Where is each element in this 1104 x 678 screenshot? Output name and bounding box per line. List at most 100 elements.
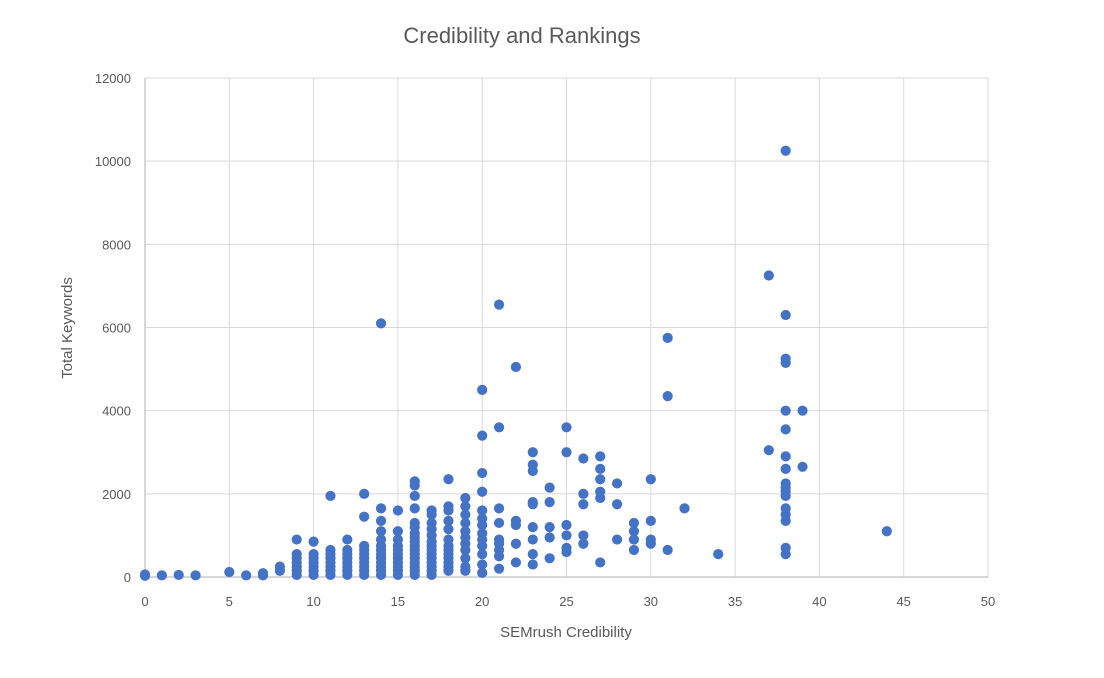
- scatter-point: [561, 530, 572, 541]
- scatter-point: [595, 451, 606, 462]
- scatter-point: [611, 534, 623, 545]
- scatter-point: [443, 534, 454, 545]
- scatter-point: [359, 511, 370, 522]
- scatter-point: [578, 488, 589, 499]
- scatter-point: [527, 522, 538, 533]
- scatter-point: [460, 509, 471, 520]
- scatter-point: [139, 569, 151, 580]
- scatter-point: [342, 534, 353, 545]
- scatter-point: [156, 570, 167, 581]
- scatter-point: [527, 497, 538, 508]
- scatter-point: [493, 422, 505, 433]
- data-points: [139, 145, 892, 581]
- x-tick-label: 50: [981, 594, 995, 609]
- scatter-point: [628, 534, 640, 545]
- scatter-point: [409, 490, 420, 502]
- scatter-point: [493, 563, 505, 574]
- scatter-point: [780, 451, 791, 462]
- scatter-point: [510, 515, 522, 526]
- scatter-point: [797, 461, 808, 472]
- scatter-point: [477, 505, 488, 516]
- y-tick-label: 8000: [102, 237, 131, 252]
- scatter-point: [190, 570, 201, 581]
- x-tick-label: 30: [644, 594, 658, 609]
- scatter-point: [544, 532, 555, 543]
- scatter-point: [375, 318, 387, 329]
- scatter-point: [713, 549, 724, 560]
- scatter-point: [375, 515, 387, 526]
- x-axis-title: SEMrush Credibility: [500, 624, 632, 641]
- scatter-point: [763, 445, 774, 456]
- scatter-point: [561, 542, 572, 553]
- scatter-point: [493, 299, 505, 310]
- scatter-point: [595, 474, 606, 485]
- scatter-point: [578, 538, 589, 549]
- scatter-point: [780, 309, 791, 321]
- scatter-point: [443, 501, 454, 512]
- scatter-point: [527, 447, 538, 458]
- scatter-point: [460, 501, 471, 512]
- scatter-point: [493, 517, 505, 529]
- scatter-point: [780, 405, 791, 416]
- y-tick-label: 10000: [95, 154, 131, 169]
- scatter-point: [257, 568, 269, 579]
- scatter-point: [409, 503, 420, 514]
- scatter-point: [544, 497, 555, 508]
- scatter-point: [460, 553, 471, 564]
- scatter-point: [595, 557, 606, 568]
- scatter-point: [662, 391, 673, 402]
- scatter-point: [359, 488, 370, 499]
- scatter-point: [392, 526, 403, 537]
- scatter-point: [325, 544, 336, 556]
- scatter-point: [477, 513, 488, 524]
- scatter-point: [510, 538, 522, 549]
- scatter-point: [611, 499, 623, 510]
- scatter-point: [443, 524, 454, 535]
- scatter-point: [527, 534, 538, 545]
- scatter-point: [477, 467, 488, 479]
- scatter-point: [308, 549, 319, 560]
- scatter-point: [460, 492, 471, 504]
- scatter-point: [679, 503, 690, 514]
- scatter-point: [359, 540, 370, 551]
- y-tick-label: 2000: [102, 487, 131, 502]
- scatter-point: [392, 505, 403, 516]
- scatter-point: [460, 526, 471, 537]
- scatter-point: [477, 430, 488, 441]
- tick-labels: 0 2000 4000 6000 8000 10000 12000 0 5 10 15 20 25 30 3…: [95, 71, 995, 609]
- scatter-point: [780, 145, 791, 156]
- x-tick-label: 40: [812, 594, 826, 609]
- scatter-point: [578, 499, 589, 510]
- scatter-point: [763, 270, 774, 281]
- x-tick-label: 15: [391, 594, 405, 609]
- y-tick-label: 12000: [95, 71, 131, 86]
- x-tick-label: 10: [306, 594, 320, 609]
- scatter-point: [477, 384, 488, 395]
- scatter-point: [780, 503, 791, 514]
- scatter-point: [645, 515, 656, 526]
- scatter-point: [224, 566, 235, 578]
- scatter-point: [628, 517, 640, 529]
- scatter-point: [527, 459, 538, 470]
- scatter-point: [274, 561, 285, 572]
- scatter-point: [780, 353, 791, 364]
- scatter-point: [493, 534, 505, 545]
- x-tick-label: 35: [728, 594, 742, 609]
- y-tick-label: 0: [124, 570, 131, 585]
- scatter-point: [241, 570, 252, 581]
- scatter-point: [375, 534, 387, 545]
- x-tick-label: 0: [141, 594, 148, 609]
- chart-title: Credibility and Rankings: [403, 23, 640, 48]
- x-tick-label: 20: [475, 594, 489, 609]
- scatter-point: [409, 517, 420, 529]
- scatter-point: [443, 515, 454, 526]
- scatter-point: [561, 447, 572, 458]
- scatter-point: [544, 553, 555, 564]
- scatter-point: [595, 463, 606, 474]
- scatter-point: [645, 474, 656, 485]
- scatter-point: [477, 486, 488, 497]
- scatter-point: [477, 567, 488, 578]
